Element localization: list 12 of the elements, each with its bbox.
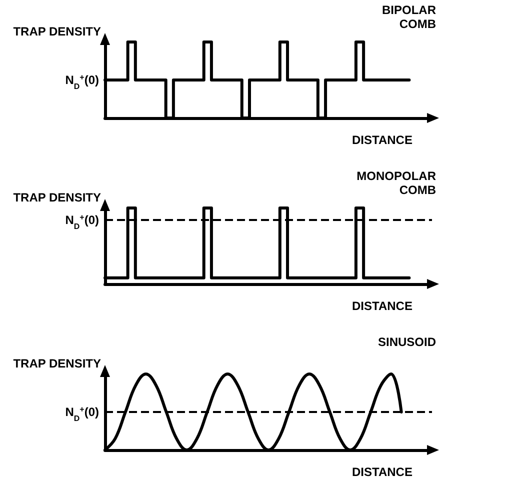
x-axis-title: DISTANCE	[352, 299, 412, 313]
x-axis-title: DISTANCE	[352, 465, 412, 479]
ref-line-label: N$_{D}$$^{+}$(0)	[65, 212, 99, 231]
ref-line-label: N$_{D}$$^{+}$(0)	[65, 404, 99, 422]
y-axis-title: TRAP DENSITY	[13, 190, 101, 204]
chart-title: MONOPOLAR COMB	[356, 169, 436, 197]
chart-title: BIPOLAR COMB	[382, 3, 436, 31]
x-axis-title: DISTANCE	[352, 133, 412, 147]
text: N$_{D}$$^{+}$(0)	[65, 72, 99, 90]
y-axis-title: TRAP DENSITY	[13, 24, 101, 38]
y-axis-title: TRAP DENSITY	[13, 356, 101, 370]
chart-title: SINUSOID	[378, 335, 436, 349]
